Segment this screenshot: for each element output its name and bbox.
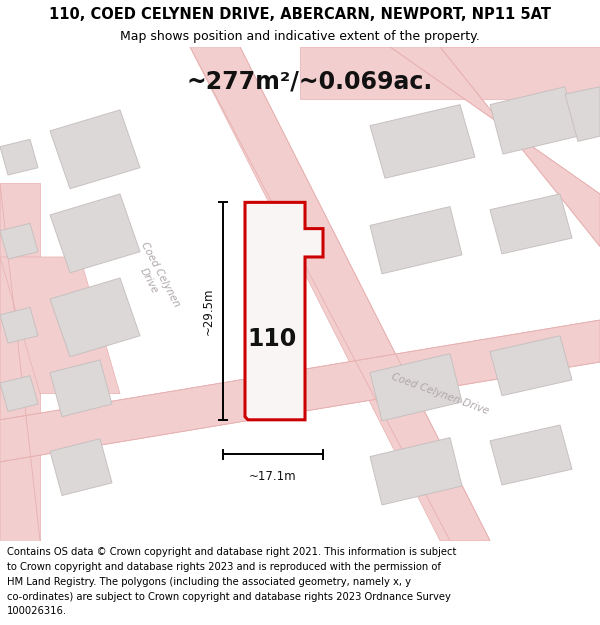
Polygon shape [370, 438, 462, 505]
Polygon shape [50, 360, 112, 417]
Text: HM Land Registry. The polygons (including the associated geometry, namely x, y: HM Land Registry. The polygons (includin… [7, 577, 411, 587]
Polygon shape [0, 257, 120, 394]
Text: Coed Celynen Drive: Coed Celynen Drive [390, 371, 490, 416]
Polygon shape [50, 439, 112, 496]
Polygon shape [490, 336, 572, 396]
Text: to Crown copyright and database rights 2023 and is reproduced with the permissio: to Crown copyright and database rights 2… [7, 562, 441, 572]
Text: 110, COED CELYNEN DRIVE, ABERCARN, NEWPORT, NP11 5AT: 110, COED CELYNEN DRIVE, ABERCARN, NEWPO… [49, 6, 551, 21]
Text: 100026316.: 100026316. [7, 606, 67, 616]
Polygon shape [300, 47, 600, 99]
Polygon shape [370, 354, 462, 421]
Polygon shape [490, 425, 572, 485]
Polygon shape [390, 47, 600, 246]
Text: ~17.1m: ~17.1m [249, 470, 297, 483]
Polygon shape [490, 87, 578, 154]
Text: co-ordinates) are subject to Crown copyright and database rights 2023 Ordnance S: co-ordinates) are subject to Crown copyr… [7, 592, 451, 602]
Polygon shape [50, 278, 140, 357]
Polygon shape [0, 308, 38, 343]
Polygon shape [50, 110, 140, 189]
Polygon shape [490, 194, 572, 254]
Text: 110: 110 [247, 327, 296, 351]
Polygon shape [190, 47, 490, 541]
Text: Contains OS data © Crown copyright and database right 2021. This information is : Contains OS data © Crown copyright and d… [7, 548, 457, 558]
Text: Coed Celynen
Drive: Coed Celynen Drive [128, 241, 182, 315]
Polygon shape [0, 320, 600, 462]
Polygon shape [0, 139, 38, 175]
Polygon shape [0, 184, 40, 541]
Text: ~29.5m: ~29.5m [202, 288, 215, 335]
Text: Map shows position and indicative extent of the property.: Map shows position and indicative extent… [120, 30, 480, 43]
Polygon shape [50, 194, 140, 272]
Polygon shape [370, 206, 462, 274]
Polygon shape [565, 87, 600, 141]
Text: ~277m²/~0.069ac.: ~277m²/~0.069ac. [187, 69, 433, 94]
Polygon shape [0, 376, 38, 411]
Polygon shape [0, 223, 38, 259]
Polygon shape [245, 202, 323, 420]
Polygon shape [370, 104, 475, 178]
